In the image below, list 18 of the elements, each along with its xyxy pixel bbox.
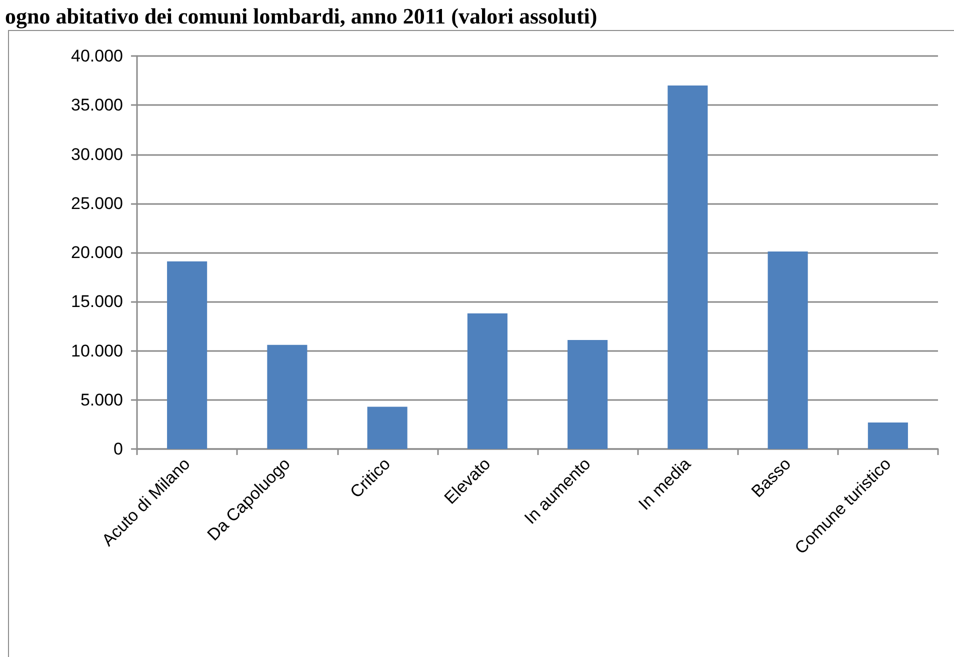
y-tick-label: 5.000: [80, 390, 123, 410]
bar: [668, 85, 708, 449]
y-tick-label: 40.000: [71, 46, 123, 66]
y-tick-label: 10.000: [71, 341, 123, 360]
bar: [768, 252, 808, 449]
chart-title: ogno abitativo dei comuni lombardi, anno 2011 (valori assoluti): [5, 4, 598, 28]
y-tick-label: 30.000: [71, 144, 123, 164]
bar: [467, 313, 508, 449]
bar: [267, 344, 308, 449]
bar: [568, 340, 608, 449]
bar: [367, 406, 408, 449]
y-tick-label: 20.000: [71, 243, 123, 262]
y-tick-label: 35.000: [71, 96, 123, 115]
bar: [167, 261, 208, 449]
y-tick-label: 25.000: [71, 194, 123, 213]
y-tick-label: 0: [114, 440, 123, 458]
bar: [868, 422, 908, 449]
y-tick-label: 15.000: [71, 292, 123, 312]
